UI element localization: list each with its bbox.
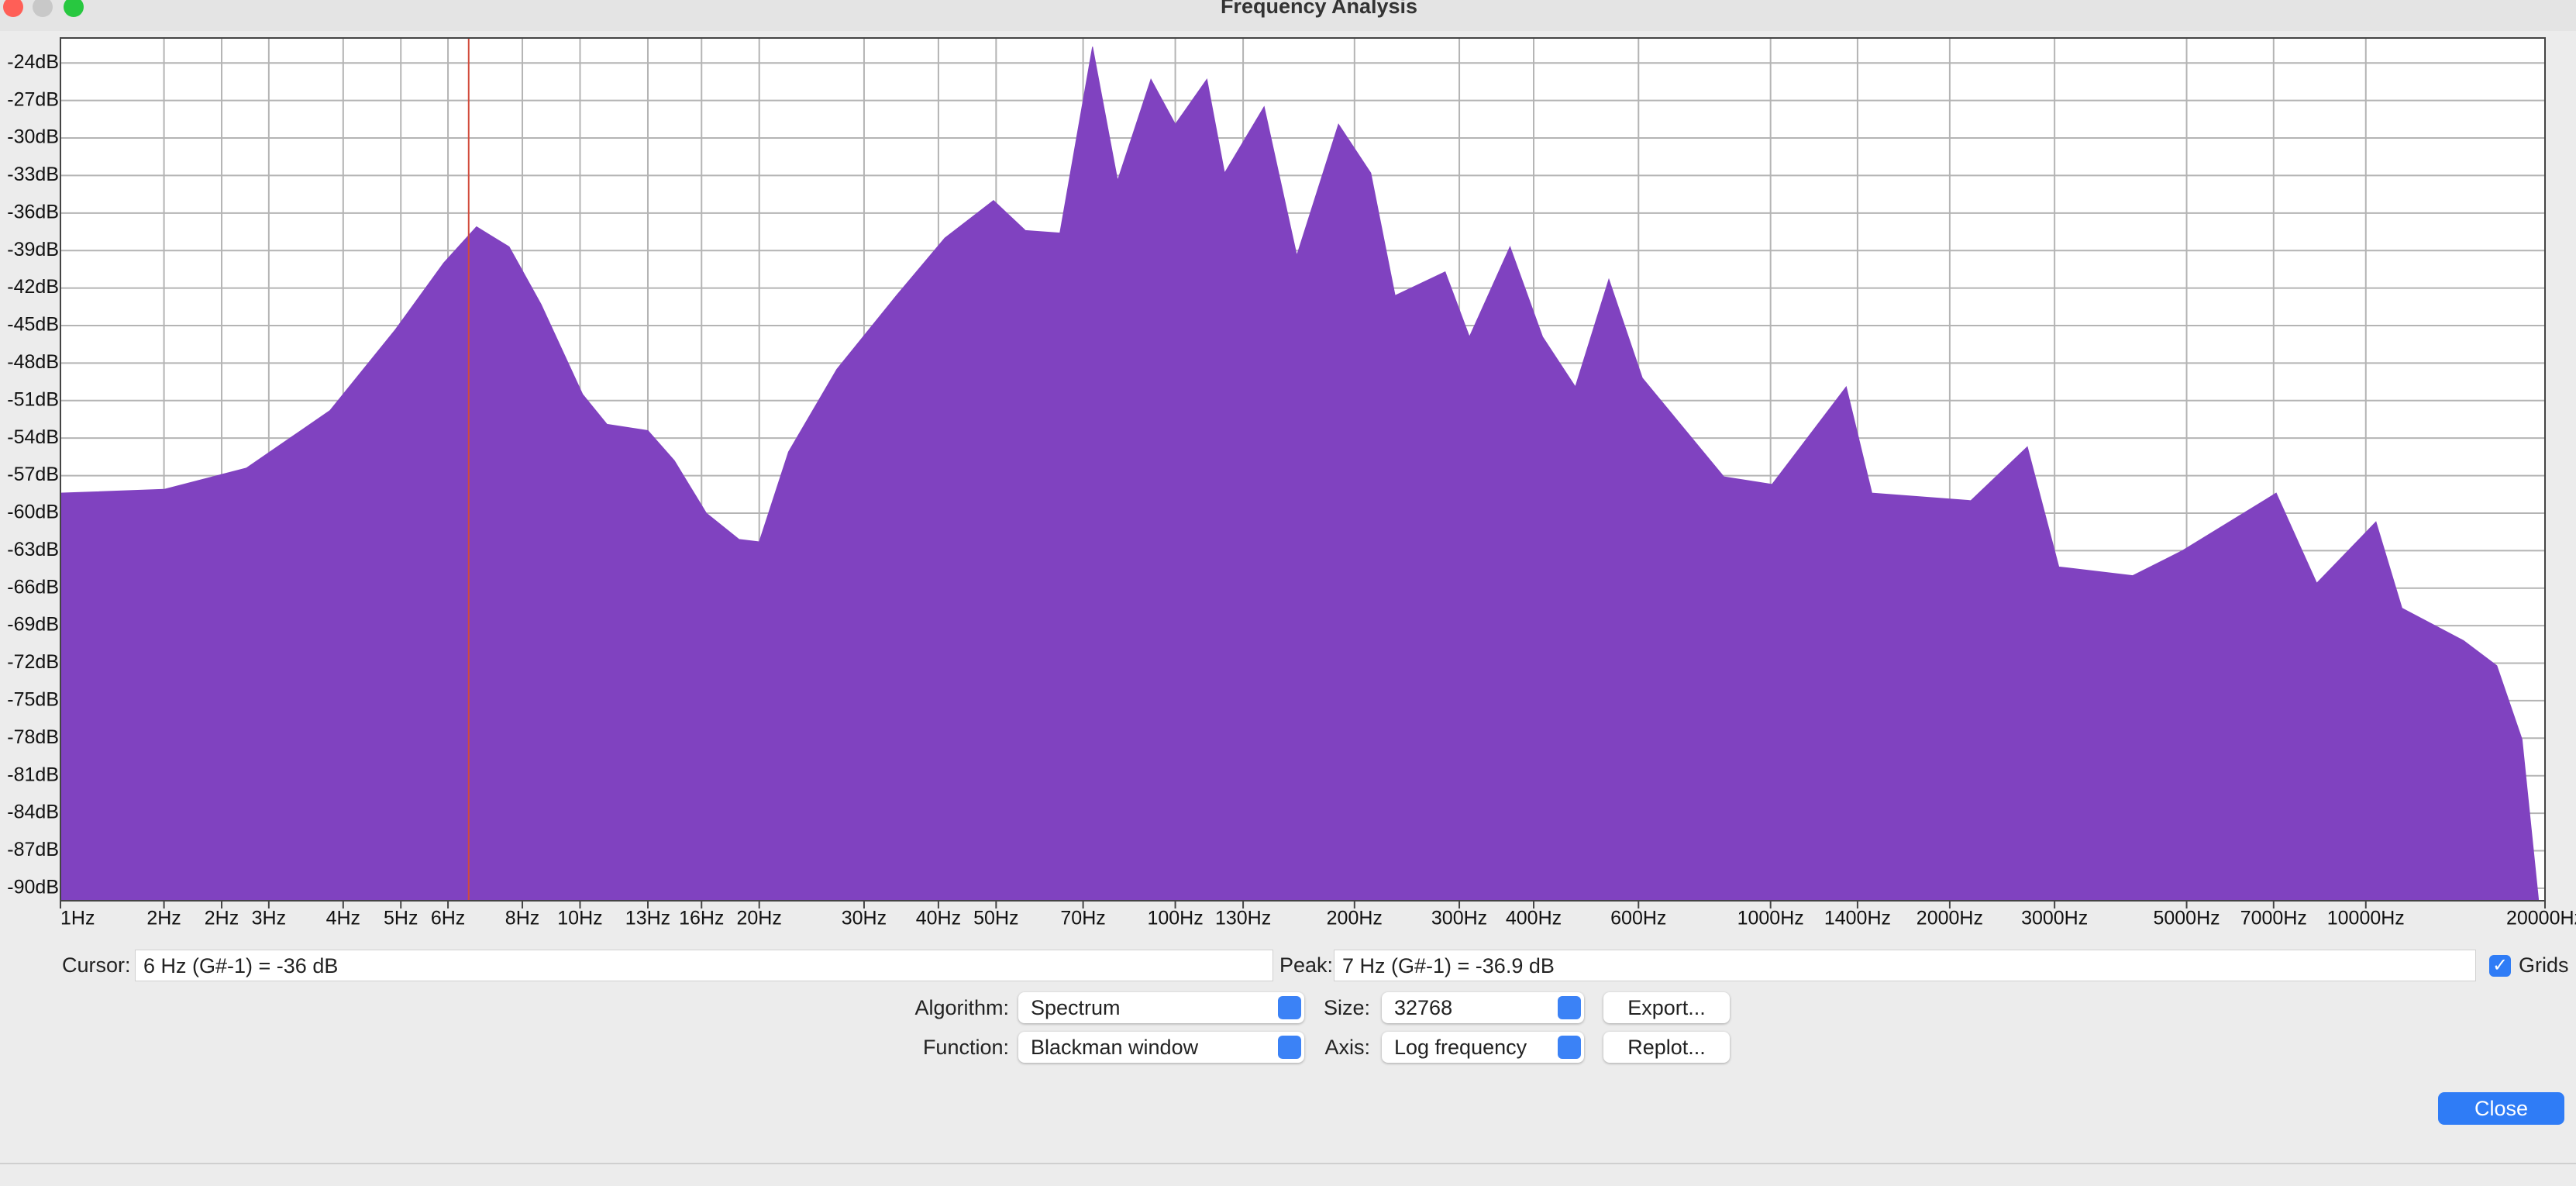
x-tick-label: 5Hz xyxy=(384,908,418,929)
x-tick-label: 30Hz xyxy=(842,908,887,929)
y-tick-label: -72dB xyxy=(7,651,59,673)
y-tick-label: -36dB xyxy=(7,201,59,222)
y-tick-label: -81dB xyxy=(7,764,59,785)
y-tick-label: -24dB xyxy=(7,51,59,73)
x-tick-label: 600Hz xyxy=(1610,908,1666,929)
minimize-window-button[interactable] xyxy=(33,0,53,17)
window-title: Frequency Analysis xyxy=(1221,0,1417,18)
close-button[interactable]: Close xyxy=(2438,1092,2564,1125)
close-window-button[interactable] xyxy=(3,0,23,17)
plot-border xyxy=(60,37,2546,902)
x-tick-label: 10000Hz xyxy=(2327,908,2405,929)
spectrum-area xyxy=(60,47,2540,902)
x-tick-label: 2000Hz xyxy=(1917,908,1983,929)
select-arrow xyxy=(1558,996,1581,1019)
algorithm-value: Spectrum xyxy=(1031,996,1121,1019)
x-tick-label: 1000Hz xyxy=(1737,908,1804,929)
x-tick-label: 8Hz xyxy=(505,908,539,929)
x-tick-label: 13Hz xyxy=(625,908,670,929)
bottom-divider xyxy=(0,1163,2576,1164)
x-tick-label: 16Hz xyxy=(679,908,724,929)
x-tick-label: 3000Hz xyxy=(2021,908,2088,929)
y-tick-label: -42dB xyxy=(7,276,59,298)
grids-label: Grids xyxy=(2519,953,2569,977)
select-arrow xyxy=(1278,1036,1301,1059)
x-tick-label: 40Hz xyxy=(916,908,961,929)
y-tick-label: -75dB xyxy=(7,689,59,711)
y-tick-label: -51dB xyxy=(7,388,59,410)
x-tick-label: 1Hz xyxy=(60,908,95,929)
x-tick-label: 400Hz xyxy=(1506,908,1562,929)
spectrum-chart: Frequency Analysis -24dB -27dB -30dB -33dB -… xyxy=(0,0,2576,929)
x-tick-label: 300Hz xyxy=(1431,908,1487,929)
x-tick-label: 6Hz xyxy=(431,908,465,929)
axis-select[interactable]: Log frequency xyxy=(1382,1032,1584,1063)
x-tick-label: 20Hz xyxy=(737,908,782,929)
function-label: Function: xyxy=(922,1036,1009,1059)
y-tick-label: -39dB xyxy=(7,239,59,260)
y-tick-label: -48dB xyxy=(7,351,59,373)
y-tick-label: -45dB xyxy=(7,314,59,336)
select-arrow xyxy=(1278,996,1301,1019)
y-tick-label: -57dB xyxy=(7,464,59,485)
export-button[interactable]: Export... xyxy=(1603,992,1730,1023)
y-tick-label: -84dB xyxy=(7,802,59,823)
y-tick-label: -87dB xyxy=(7,839,59,860)
y-tick-label: -27dB xyxy=(7,88,59,110)
x-tick-label: 50Hz xyxy=(973,908,1018,929)
x-tick-label: 1400Hz xyxy=(1824,908,1891,929)
y-tick-label: -69dB xyxy=(7,614,59,636)
x-tick-label: 10Hz xyxy=(557,908,602,929)
size-label: Size: xyxy=(1323,996,1370,1019)
peak-label: Peak: xyxy=(1279,953,1334,977)
y-tick-label: -54dB xyxy=(7,426,59,448)
grids-checkbox[interactable]: ✓ xyxy=(2489,955,2511,977)
y-tick-label: -63dB xyxy=(7,539,59,560)
replot-button[interactable]: Replot... xyxy=(1603,1032,1730,1063)
x-tick-label: 70Hz xyxy=(1060,908,1105,929)
y-tick-label: -33dB xyxy=(7,164,59,185)
x-tick-label: 5000Hz xyxy=(2153,908,2220,929)
size-select[interactable]: 32768 xyxy=(1382,992,1584,1023)
axis-value: Log frequency xyxy=(1394,1036,1527,1059)
x-tick-label: 4Hz xyxy=(326,908,360,929)
algorithm-select[interactable]: Spectrum xyxy=(1018,992,1304,1023)
x-tick-label: 130Hz xyxy=(1215,908,1271,929)
size-value: 32768 xyxy=(1394,996,1453,1019)
algorithm-label: Algorithm: xyxy=(914,996,1009,1019)
x-tick-label: 2Hz xyxy=(205,908,239,929)
x-tick-label: 3Hz xyxy=(252,908,286,929)
x-tick-label: 200Hz xyxy=(1327,908,1383,929)
y-tick-label: -30dB xyxy=(7,126,59,148)
function-select[interactable]: Blackman window xyxy=(1018,1032,1304,1063)
x-tick-label: 100Hz xyxy=(1147,908,1203,929)
y-tick-label: -78dB xyxy=(7,726,59,748)
x-tick-label: 20000Hz xyxy=(2506,908,2576,929)
cursor-field: 6 Hz (G#-1) = -36 dB xyxy=(135,950,1273,981)
x-tick-label: 2Hz xyxy=(146,908,181,929)
select-arrow xyxy=(1558,1036,1581,1059)
cursor-label: Cursor: xyxy=(62,953,131,977)
axis-label: Axis: xyxy=(1324,1036,1370,1059)
y-tick-label: -66dB xyxy=(7,576,59,598)
y-tick-label: -90dB xyxy=(7,876,59,898)
y-tick-label: -60dB xyxy=(7,502,59,523)
function-value: Blackman window xyxy=(1031,1036,1199,1059)
peak-field: 7 Hz (G#-1) = -36.9 dB xyxy=(1334,950,2476,981)
title-bar xyxy=(0,0,2576,31)
zoom-window-button[interactable] xyxy=(64,0,84,17)
x-tick-label: 7000Hz xyxy=(2240,908,2307,929)
